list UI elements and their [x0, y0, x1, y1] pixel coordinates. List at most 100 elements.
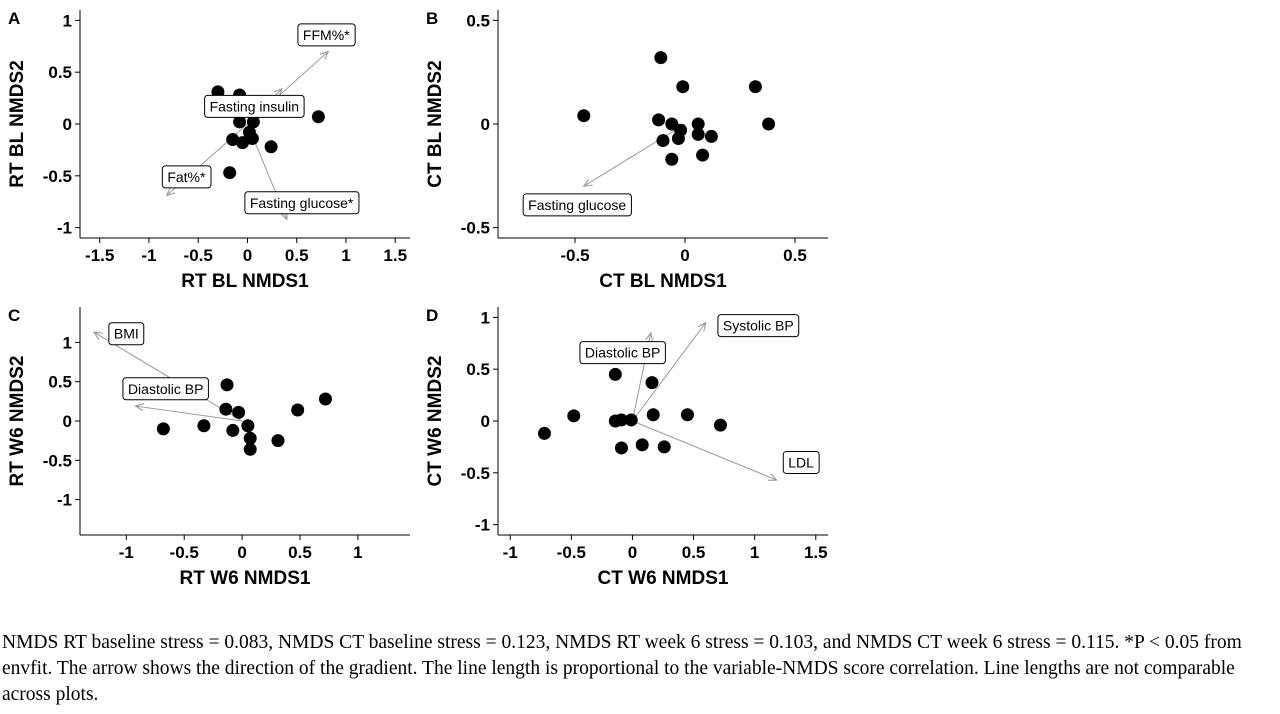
panel-c-letter: C	[8, 306, 20, 325]
panel-c-arrow-label-text: Diastolic BP	[128, 381, 203, 397]
panel-b-envfit-arrow	[584, 123, 686, 186]
panel-b-arrow-label-text: Fasting glucose	[528, 197, 626, 213]
panel-b-x-tick-label: 0.5	[783, 246, 807, 265]
panel-c-x-tick-label: 1	[353, 543, 362, 562]
panel-b-x-axis-label: CT BL NMDS1	[599, 271, 727, 292]
panel-c-data-point	[243, 442, 257, 456]
panel-d-data-point	[657, 440, 671, 454]
panel-d: D -1 -0.5 0 0.5 1 1.5 -1 -0.5 0 0.5 1 CT W6 NMDS1 CT …	[425, 306, 828, 589]
panel-b-y-axis-label: CT BL NMDS2	[425, 60, 446, 187]
panel-a-data-point	[245, 132, 259, 146]
panel-d-data-point	[624, 413, 638, 427]
panel-d-y-tick-label: -1	[475, 516, 490, 535]
panel-a-arrow-label-box	[297, 23, 356, 47]
panel-a-arrow-label: Fasting insulin	[204, 94, 305, 118]
panel-c-data-point	[243, 431, 257, 445]
panel-b-data-point	[665, 152, 679, 166]
panel-d-arrow-label-box	[579, 341, 666, 365]
panel-a-y-tick-label: 0.5	[48, 63, 72, 82]
panel-a-data-point	[246, 115, 260, 129]
panel-a-y-tick-label: -1	[57, 219, 72, 238]
panel-d-arrow-label-box	[782, 450, 820, 474]
panel-b-data-point	[656, 134, 670, 148]
panel-a-data-point	[311, 110, 325, 124]
panel-c-data-point	[271, 434, 285, 448]
panel-c-data-point	[156, 422, 170, 436]
panel-a-y-tick-label: 0	[63, 115, 72, 134]
figure-caption: NMDS RT baseline stress = 0.083, NMDS CT…	[2, 632, 1242, 705]
panel-c-x-tick-label: -0.5	[170, 543, 199, 562]
panel-c-y-tick-label: -0.5	[43, 451, 72, 470]
panel-d-data-point	[614, 413, 628, 427]
panel-c-arrow-label-box	[108, 322, 145, 346]
panel-d-letter: D	[426, 306, 438, 325]
panel-d-x-tick-label: -0.5	[557, 543, 586, 562]
panel-d-arrow-label-box	[717, 314, 800, 338]
panel-d-envfit-arrow	[632, 420, 776, 480]
panel-a-x-axis-label: RT BL NMDS1	[181, 271, 309, 292]
panel-a-data-point	[223, 166, 237, 180]
panel-b-y-tick-label: 0	[481, 115, 490, 134]
panel-d-y-tick-label: 0.5	[466, 360, 490, 379]
panel-b: B -0.5 0 0.5 -0.5 0 0.5 CT BL NMDS1 CT BL NMDS2 F…	[425, 9, 828, 292]
panel-c-x-tick-label: -1	[119, 543, 134, 562]
panel-a-x-tick-label: -1	[141, 246, 156, 265]
panel-d-arrow-label-text: LDL	[788, 454, 814, 470]
panel-a-y-tick-label: 1	[63, 11, 72, 30]
panel-c-y-tick-label: 0.5	[48, 373, 72, 392]
panel-d-data-point	[646, 408, 660, 422]
panel-a-x-tick-label: 0	[243, 246, 252, 265]
panel-c-data-point	[197, 419, 211, 433]
panel-d-envfit-arrow	[632, 323, 705, 422]
panel-d-arrow-label: Systolic BP	[717, 314, 800, 338]
panel-c-data-point	[291, 403, 305, 417]
panel-a-arrow-label-text: Fasting insulin	[210, 98, 300, 114]
panel-b-data-point	[691, 127, 705, 141]
nmds-figure: A -1.5 -1 -0.5 0 0.5 1 1.5 -1 -0.5 0 0.5 1 RT BL NMDS…	[7, 9, 828, 589]
panel-b-x-tick-label: -0.5	[560, 246, 589, 265]
panel-d-data-point	[645, 376, 659, 390]
panel-d-arrow-label: LDL	[782, 450, 820, 474]
panel-b-arrow-label: Fasting glucose	[522, 193, 632, 217]
panel-a-arrow-label: Fasting glucose*	[244, 191, 360, 215]
panel-c-x-tick-label: 0.5	[288, 543, 312, 562]
panel-d-data-point	[567, 409, 581, 423]
panel-d-data-point	[608, 367, 622, 381]
panel-a-data-point	[236, 136, 250, 150]
panel-d-data-point	[537, 426, 551, 440]
panel-d-data-point	[635, 438, 649, 452]
panel-b-data-point	[704, 129, 718, 143]
panel-a-letter: A	[8, 9, 20, 28]
panel-a-x-tick-label: -1.5	[85, 246, 114, 265]
panel-d-x-tick-label: 0	[628, 543, 637, 562]
panel-c-data-point	[226, 423, 240, 437]
panel-c: C -1 -0.5 0 0.5 1 -1 -0.5 0 0.5 1 RT W6 NMDS1 RT W6 …	[7, 306, 410, 589]
panel-a-arrow-label-box	[161, 165, 212, 189]
panel-c-arrow-label-text: BMI	[114, 326, 139, 342]
panel-d-arrow-label-text: Systolic BP	[723, 318, 794, 334]
panel-a-arrow-label-text: FFM%*	[303, 27, 350, 43]
panel-b-letter: B	[426, 9, 438, 28]
panel-c-y-tick-label: -1	[57, 491, 72, 510]
panel-d-arrow-label: Diastolic BP	[579, 341, 666, 365]
panel-c-data-point	[318, 392, 332, 406]
panel-c-data-point	[241, 419, 255, 433]
panel-a-x-tick-label: 1.5	[383, 246, 407, 265]
panel-b-data-point	[676, 80, 690, 94]
panel-a-arrow-label-box	[244, 191, 360, 215]
panel-c-data-point	[232, 405, 246, 419]
panel-c-y-tick-label: 0	[63, 412, 72, 431]
panel-d-arrow-label-text: Diastolic BP	[585, 345, 660, 361]
panel-d-data-point	[713, 418, 727, 432]
panel-c-x-tick-label: 0	[237, 543, 246, 562]
panel-d-y-tick-label: 0	[481, 412, 490, 431]
panel-b-data-point	[748, 80, 762, 94]
panel-b-data-point	[762, 117, 776, 131]
panel-d-x-tick-label: 0.5	[682, 543, 706, 562]
panel-b-data-point	[654, 51, 668, 65]
panel-d-y-tick-label: 1	[481, 308, 490, 327]
panel-a-arrow-label: Fat%*	[161, 165, 212, 189]
panel-a-data-point	[264, 140, 278, 154]
panel-d-data-point	[614, 441, 628, 455]
panel-b-data-point	[577, 109, 591, 123]
